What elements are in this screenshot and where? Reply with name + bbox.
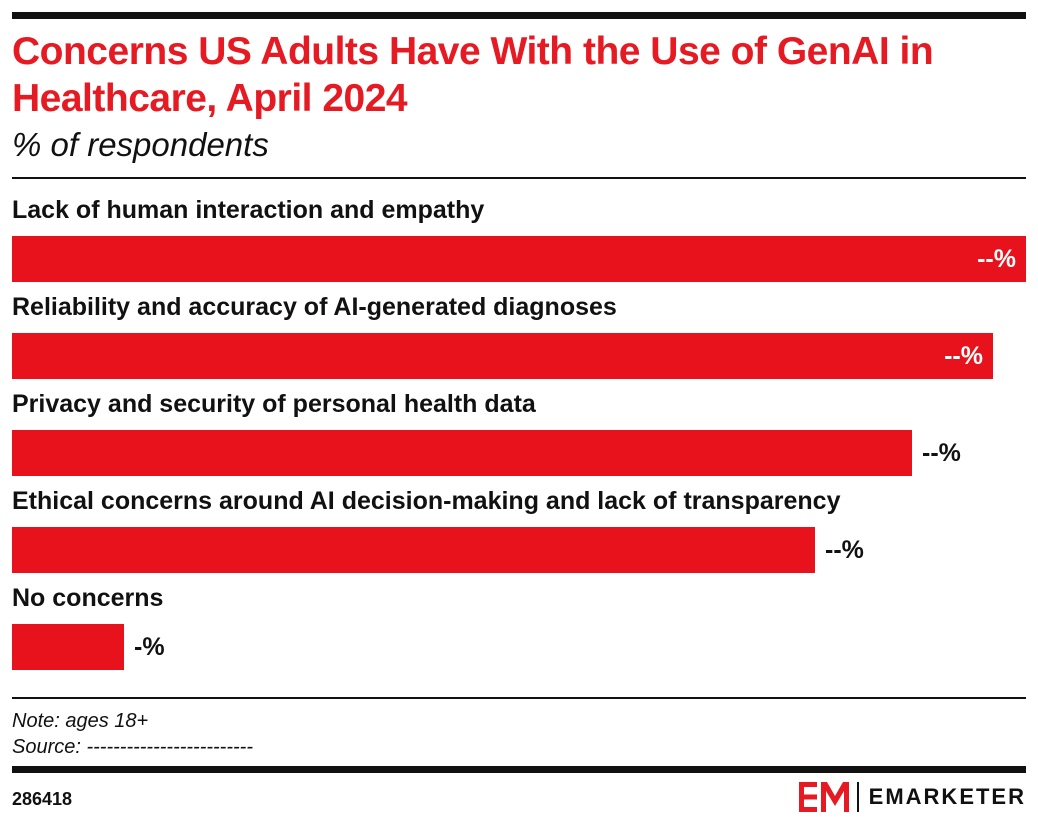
value-label: --% [922,439,961,467]
chart-title: Concerns US Adults Have With the Use of … [12,30,934,120]
brand-name: EMARKETER [868,784,1026,809]
category-label: Reliability and accuracy of AI-generated… [12,293,617,321]
em-logo-icon [798,782,849,812]
category-label: Ethical concerns around AI decision-maki… [12,487,841,515]
bottom-rule [12,766,1026,773]
chart-subtitle: % of respondents [12,126,269,163]
bar-chart: Lack of human interaction and empathy --%… [12,196,1026,676]
bar [12,236,1026,282]
source-text: Source: ------------------------- [12,736,253,758]
value-label: -% [134,633,165,661]
top-rule [12,12,1026,19]
value-label: --% [944,342,983,370]
footnote: Note: ages 18+ Source: -----------------… [12,708,253,760]
bar [12,430,912,476]
category-label: No concerns [12,584,164,612]
bar [12,527,815,573]
logo-divider [856,782,859,812]
note-text: Note: ages 18+ [12,710,149,732]
value-label: --% [977,245,1016,273]
value-label: --% [825,536,864,564]
category-label: Lack of human interaction and empathy [12,196,485,224]
chart-id: 286418 [12,789,73,809]
emarketer-logo: EMARKETER [798,780,1026,814]
bar [12,333,993,379]
category-label: Privacy and security of personal health … [12,390,536,418]
header-divider [12,177,1026,179]
bar [12,624,124,670]
footer-divider [12,697,1026,699]
